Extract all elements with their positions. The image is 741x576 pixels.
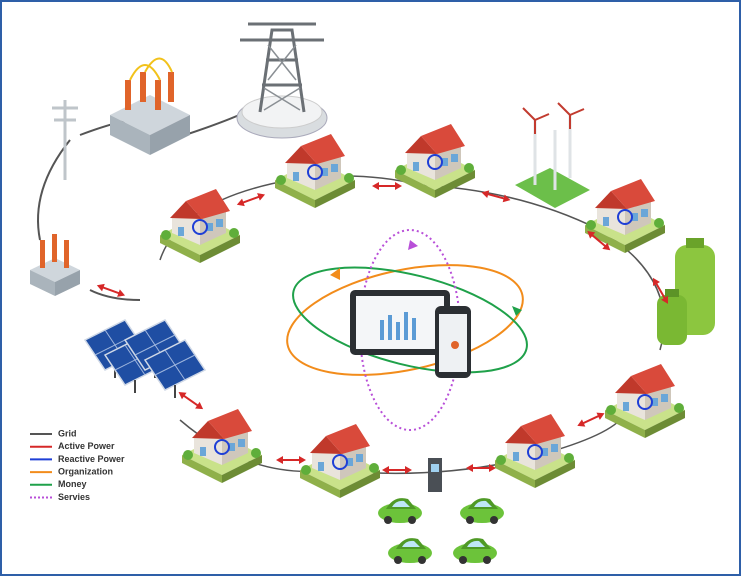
legend-label: Active Power [58,441,115,451]
page: Grid Active Power Reactive Power Organizati… [0,0,741,576]
diagram: Grid Active Power Reactive Power Organizati… [0,0,741,576]
legend-label: Servies [58,492,90,502]
frame [1,1,740,575]
legend-label: Grid [58,428,77,438]
phone [435,306,471,378]
legend-label: Organization [58,466,113,476]
legend-label: Money [58,479,87,489]
legend-label: Reactive Power [58,454,125,464]
